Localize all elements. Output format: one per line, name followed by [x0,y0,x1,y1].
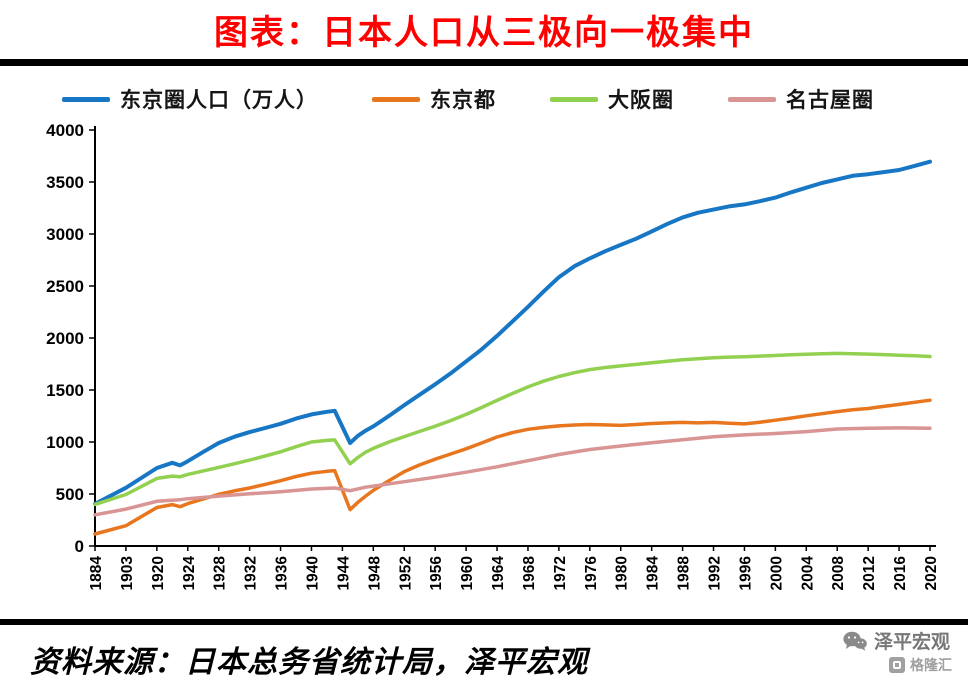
footer: 资料来源：日本总务省统计局，泽平宏观 泽平宏观 格隆汇 [0,625,968,688]
legend-swatch-nagoya [728,96,776,102]
wechat-account: 泽平宏观 [843,627,950,654]
y-tick-label: 1500 [46,381,84,400]
legend-item-osaka: 大阪圈 [550,84,674,114]
x-tick-label: 1996 [737,556,754,591]
x-tick-label: 1936 [274,556,291,591]
x-tick-label: 1984 [645,556,662,591]
legend-swatch-osaka [550,96,598,102]
x-tick-label: 2000 [768,556,785,590]
gelonghui-logo-icon [889,657,905,673]
x-tick-label: 1940 [304,556,321,590]
x-tick-label: 1956 [428,556,445,591]
y-tick-label: 500 [56,485,84,504]
x-tick-label: 2016 [892,556,909,591]
x-tick-label: 1976 [583,556,600,591]
y-tick-label: 3500 [46,173,84,192]
x-tick-label: 1980 [614,556,631,590]
y-tick-label: 3000 [46,225,84,244]
chart-legend: 东京圈人口（万人） 东京都 大阪圈 名古屋圈 [62,84,968,114]
legend-label-nagoya: 名古屋圈 [786,89,874,112]
y-tick-label: 0 [75,537,84,556]
series-line-3 [93,351,932,507]
gelonghui-watermark: 格隆汇 [889,655,952,675]
x-tick-label: 1928 [212,556,229,591]
x-tick-label: 1948 [366,556,383,591]
x-tick-label: 2004 [799,556,816,591]
source-text: 资料来源：日本总务省统计局，泽平宏观 [30,646,588,679]
x-tick-label: 1968 [521,556,538,591]
legend-label-tokyo-metro: 东京圈人口（万人） [120,89,318,112]
series-line-2 [93,398,932,536]
legend-swatch-tokyo-metro [62,96,110,102]
legend-label-osaka: 大阪圈 [608,89,674,112]
wechat-icon [843,631,867,651]
x-tick-label: 2008 [830,556,847,591]
top-divider [0,59,968,66]
legend-label-tokyo-to: 东京都 [430,89,496,112]
x-tick-label: 1920 [150,556,167,590]
page-title: 图表：日本人口从三极向一极集中 [214,14,754,52]
x-tick-label: 1884 [88,556,105,591]
x-tick-label: 1960 [459,556,476,590]
x-tick-label: 1964 [490,556,507,591]
wechat-account-name: 泽平宏观 [873,632,950,653]
x-tick-label: 1972 [552,556,569,590]
legend-item-nagoya: 名古屋圈 [728,84,874,114]
x-tick-label: 1924 [181,556,198,591]
x-tick-label: 2012 [861,556,878,590]
bottom-divider [0,619,968,625]
x-tick-label: 2020 [923,556,940,590]
y-tick-label: 1000 [46,433,84,452]
series-line-1 [93,159,932,506]
x-tick-label: 1992 [707,556,724,590]
x-tick-label: 1988 [676,556,693,591]
y-tick-label: 2000 [46,329,84,348]
legend-swatch-tokyo-to [372,96,420,102]
y-tick-label: 4000 [46,121,84,140]
legend-item-tokyo-metro: 东京圈人口（万人） [62,84,318,114]
y-tick-label: 2500 [46,277,84,296]
population-line-chart: 0 500 1000 1500 2000 2500 3000 3500 4000 1884 1903… [46,121,940,591]
x-tick-label: 1952 [397,556,414,590]
x-tick-label: 1944 [335,556,352,591]
x-tick-label: 1903 [119,556,136,591]
gelonghui-watermark-text: 格隆汇 [910,657,952,673]
legend-item-tokyo-to: 东京都 [372,84,496,114]
x-tick-label: 1932 [243,556,260,590]
series-line-4 [93,426,932,517]
